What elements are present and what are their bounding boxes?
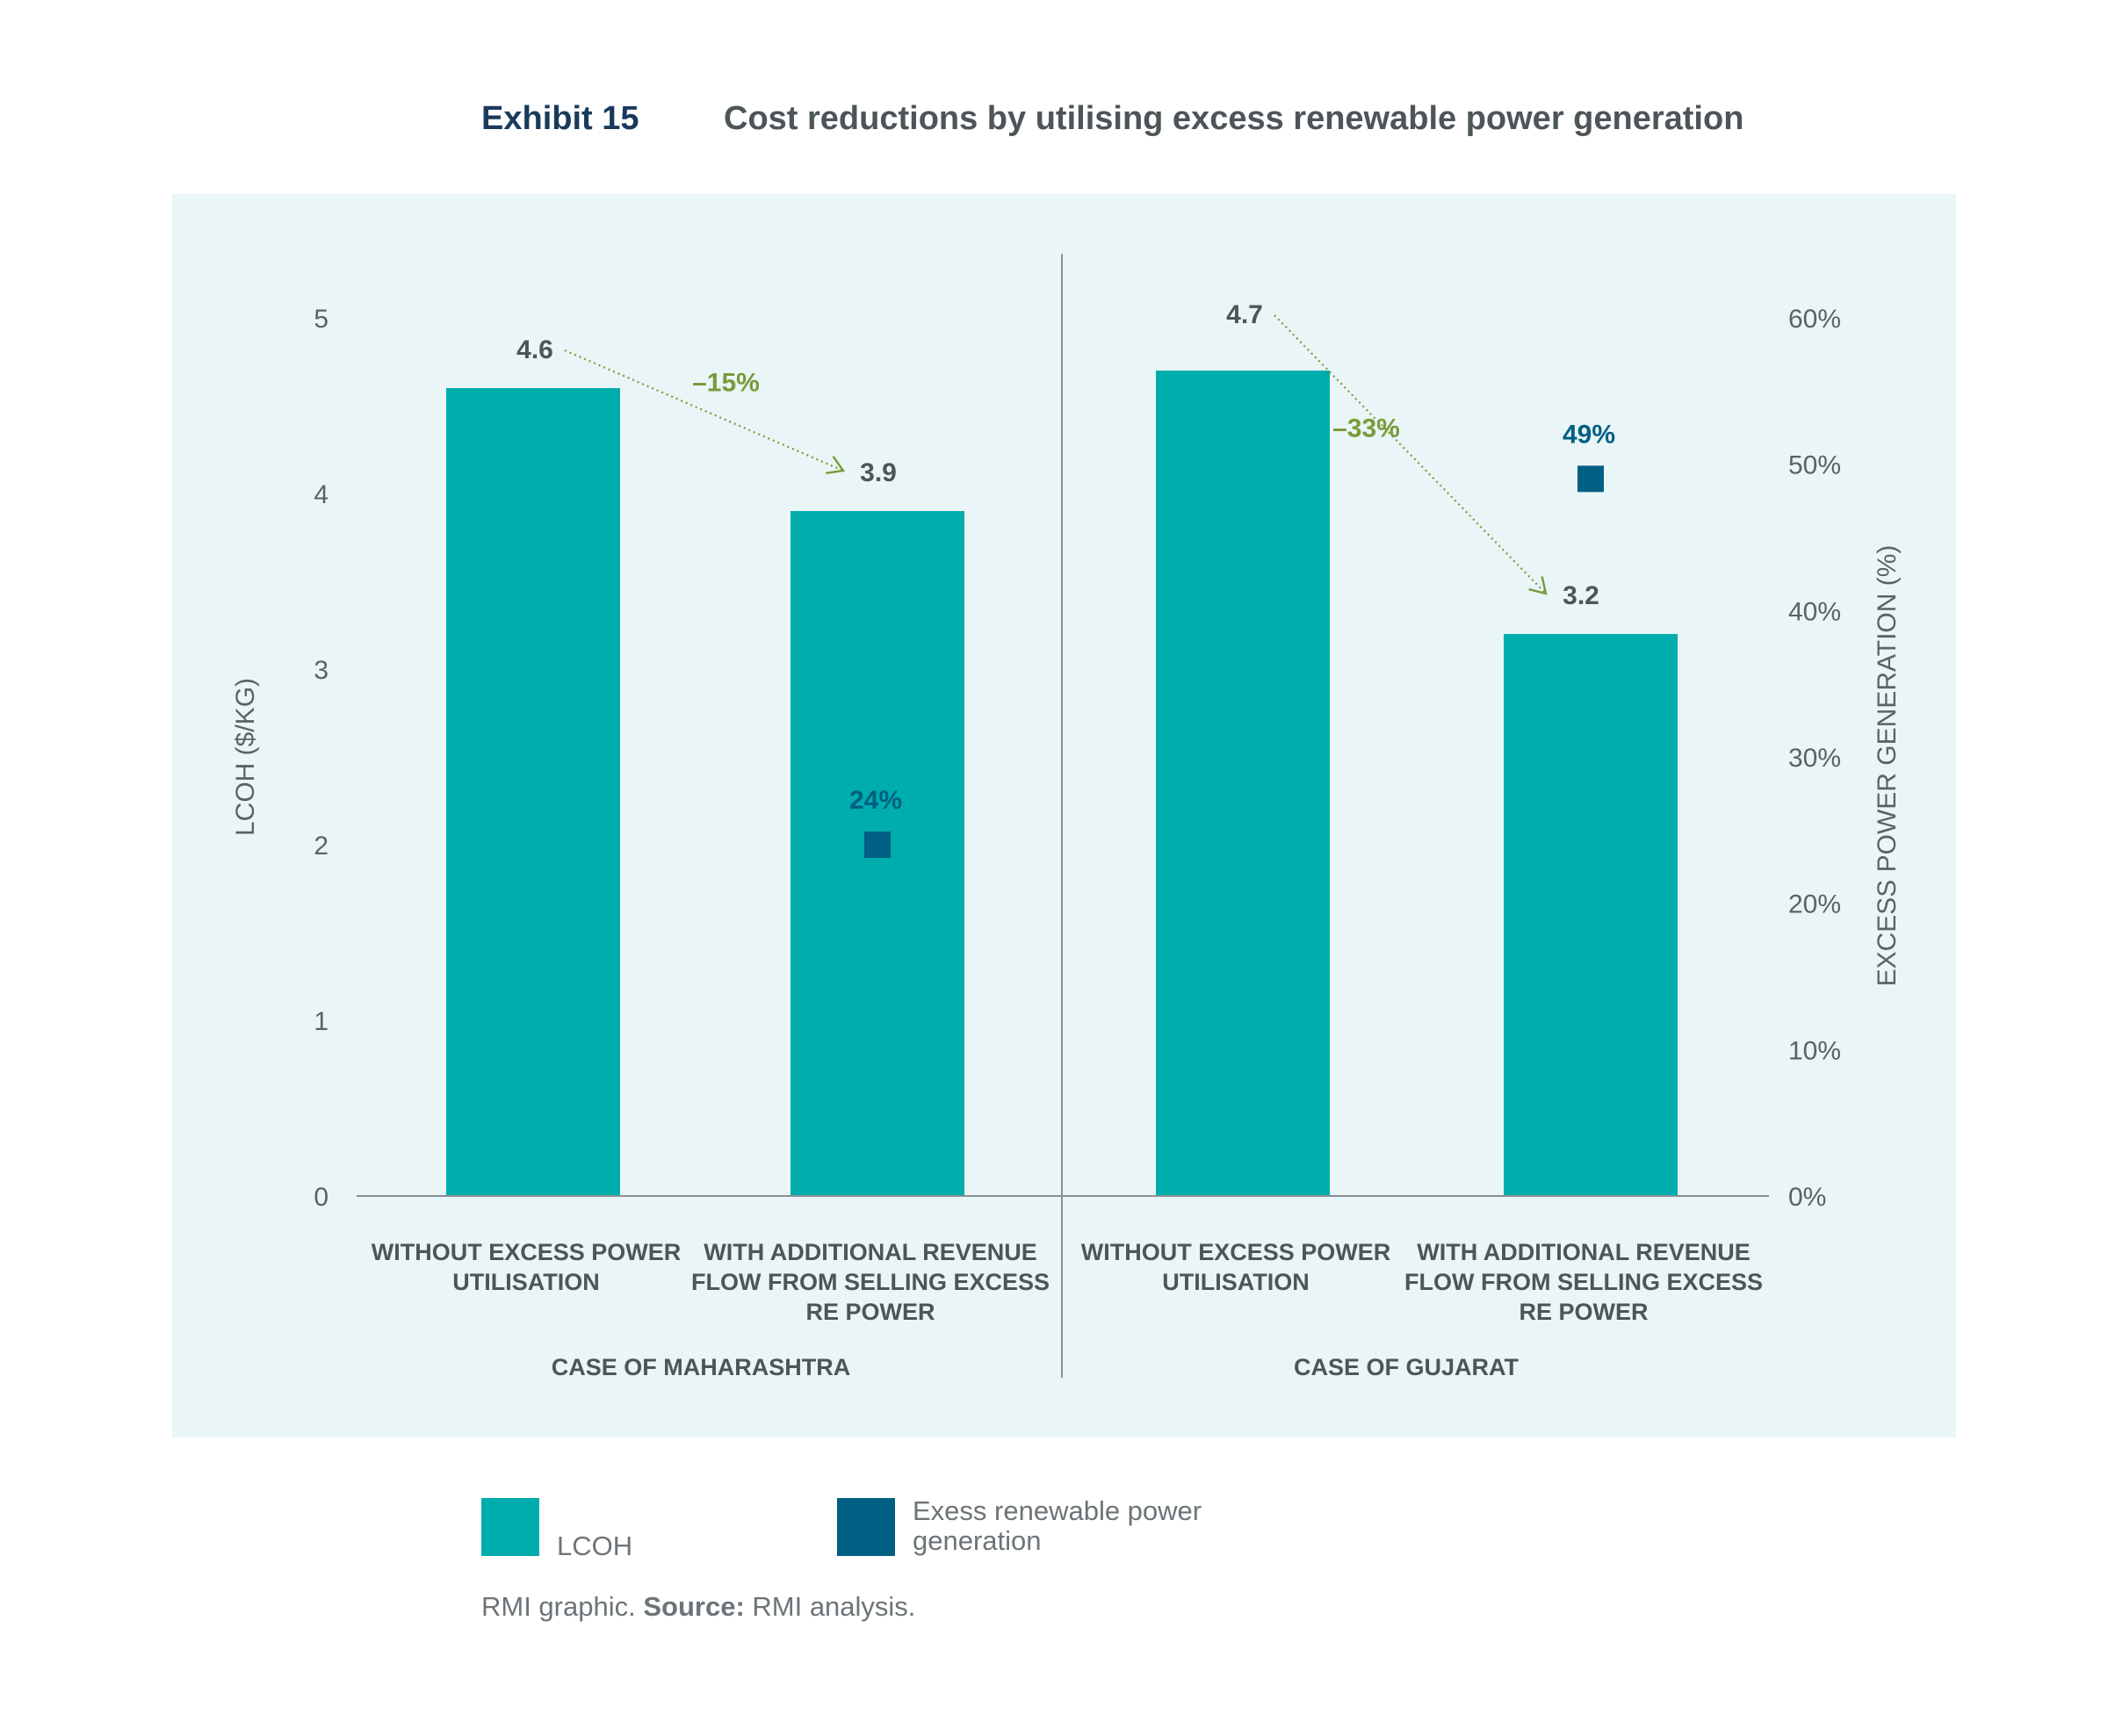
exhibit-label: Exhibit 15: [481, 100, 639, 137]
lcoh-value-label: 3.9: [860, 458, 897, 487]
lcoh-bar: [1156, 371, 1330, 1196]
left-axis-tick-label: 5: [314, 305, 328, 334]
chart-panel: 0 1 2 3 4 5 0% 10% 20% 30% 40% 50% 60% LCOH ($/KG) EXC…: [172, 194, 1956, 1437]
left-axis-tick-label: 1: [314, 1007, 328, 1036]
left-axis-tick-label: 0: [314, 1183, 328, 1212]
category-label: UTILISATION: [1162, 1269, 1309, 1295]
legend: LCOH Exess renewable power generation: [481, 1493, 1535, 1598]
chart-title: Cost reductions by utilising excess rene…: [724, 100, 1744, 137]
lcoh-value-label: 3.2: [1563, 581, 1599, 610]
excess-marker: [864, 832, 891, 858]
right-axis-title: EXCESS POWER GENERATION (%): [1873, 545, 1902, 987]
right-axis-tick-label: 20%: [1788, 890, 1841, 919]
right-axis-tick-label: 60%: [1788, 305, 1841, 334]
reduction-arrow-head: [826, 455, 846, 475]
category-label: RE POWER: [1519, 1299, 1648, 1325]
excess-marker: [1577, 465, 1604, 493]
category-label: WITH ADDITIONAL REVENUE: [1417, 1239, 1751, 1265]
reduction-label: –33%: [1332, 414, 1400, 443]
left-axis-tick-label: 3: [314, 656, 328, 685]
source-prefix: RMI graphic.: [481, 1591, 644, 1622]
source-note: RMI graphic. Source: RMI analysis.: [481, 1591, 915, 1623]
lcoh-value-label: 4.6: [516, 335, 553, 364]
source-bold: Source:: [643, 1591, 745, 1622]
legend-label-excess: Exess renewable power generation: [913, 1495, 1202, 1556]
legend-swatch-excess: [837, 1498, 895, 1556]
right-axis-tick-label: 10%: [1788, 1036, 1841, 1065]
left-axis-tick-label: 2: [314, 832, 328, 861]
reduction-arrow-line: [1274, 314, 1547, 594]
category-label: WITH ADDITIONAL REVENUE: [704, 1239, 1037, 1265]
left-axis-title: LCOH ($/KG): [231, 678, 260, 836]
category-label: RE POWER: [805, 1299, 935, 1325]
reduction-label: –15%: [692, 369, 760, 398]
left-axis-tick-label: 4: [314, 480, 328, 509]
category-label: UTILISATION: [452, 1269, 599, 1295]
excess-value-label: 49%: [1563, 420, 1615, 449]
group-label: CASE OF MAHARASHTRA: [552, 1354, 851, 1380]
reduction-arrow-head: [1528, 576, 1548, 595]
source-suffix: RMI analysis.: [744, 1591, 916, 1622]
right-axis-tick-label: 50%: [1788, 451, 1841, 480]
lcoh-bar: [1504, 634, 1678, 1196]
category-label: WITHOUT EXCESS POWER: [1081, 1239, 1391, 1265]
right-axis-tick-label: 30%: [1788, 744, 1841, 773]
chart-header: Exhibit 15 Cost reductions by utilising …: [0, 95, 2108, 156]
lcoh-value-label: 4.7: [1226, 300, 1263, 329]
group-label: CASE OF GUJARAT: [1294, 1354, 1520, 1380]
legend-label-lcoh: LCOH: [557, 1531, 633, 1561]
legend-swatch-lcoh: [481, 1498, 539, 1556]
lcoh-bar: [446, 388, 620, 1196]
category-label: FLOW FROM SELLING EXCESS: [691, 1269, 1050, 1295]
category-label: WITHOUT EXCESS POWER: [372, 1239, 682, 1265]
excess-value-label: 24%: [849, 786, 902, 815]
right-axis-tick-label: 0%: [1788, 1183, 1826, 1212]
category-label: FLOW FROM SELLING EXCESS: [1404, 1269, 1763, 1295]
right-axis-tick-label: 40%: [1788, 597, 1841, 626]
